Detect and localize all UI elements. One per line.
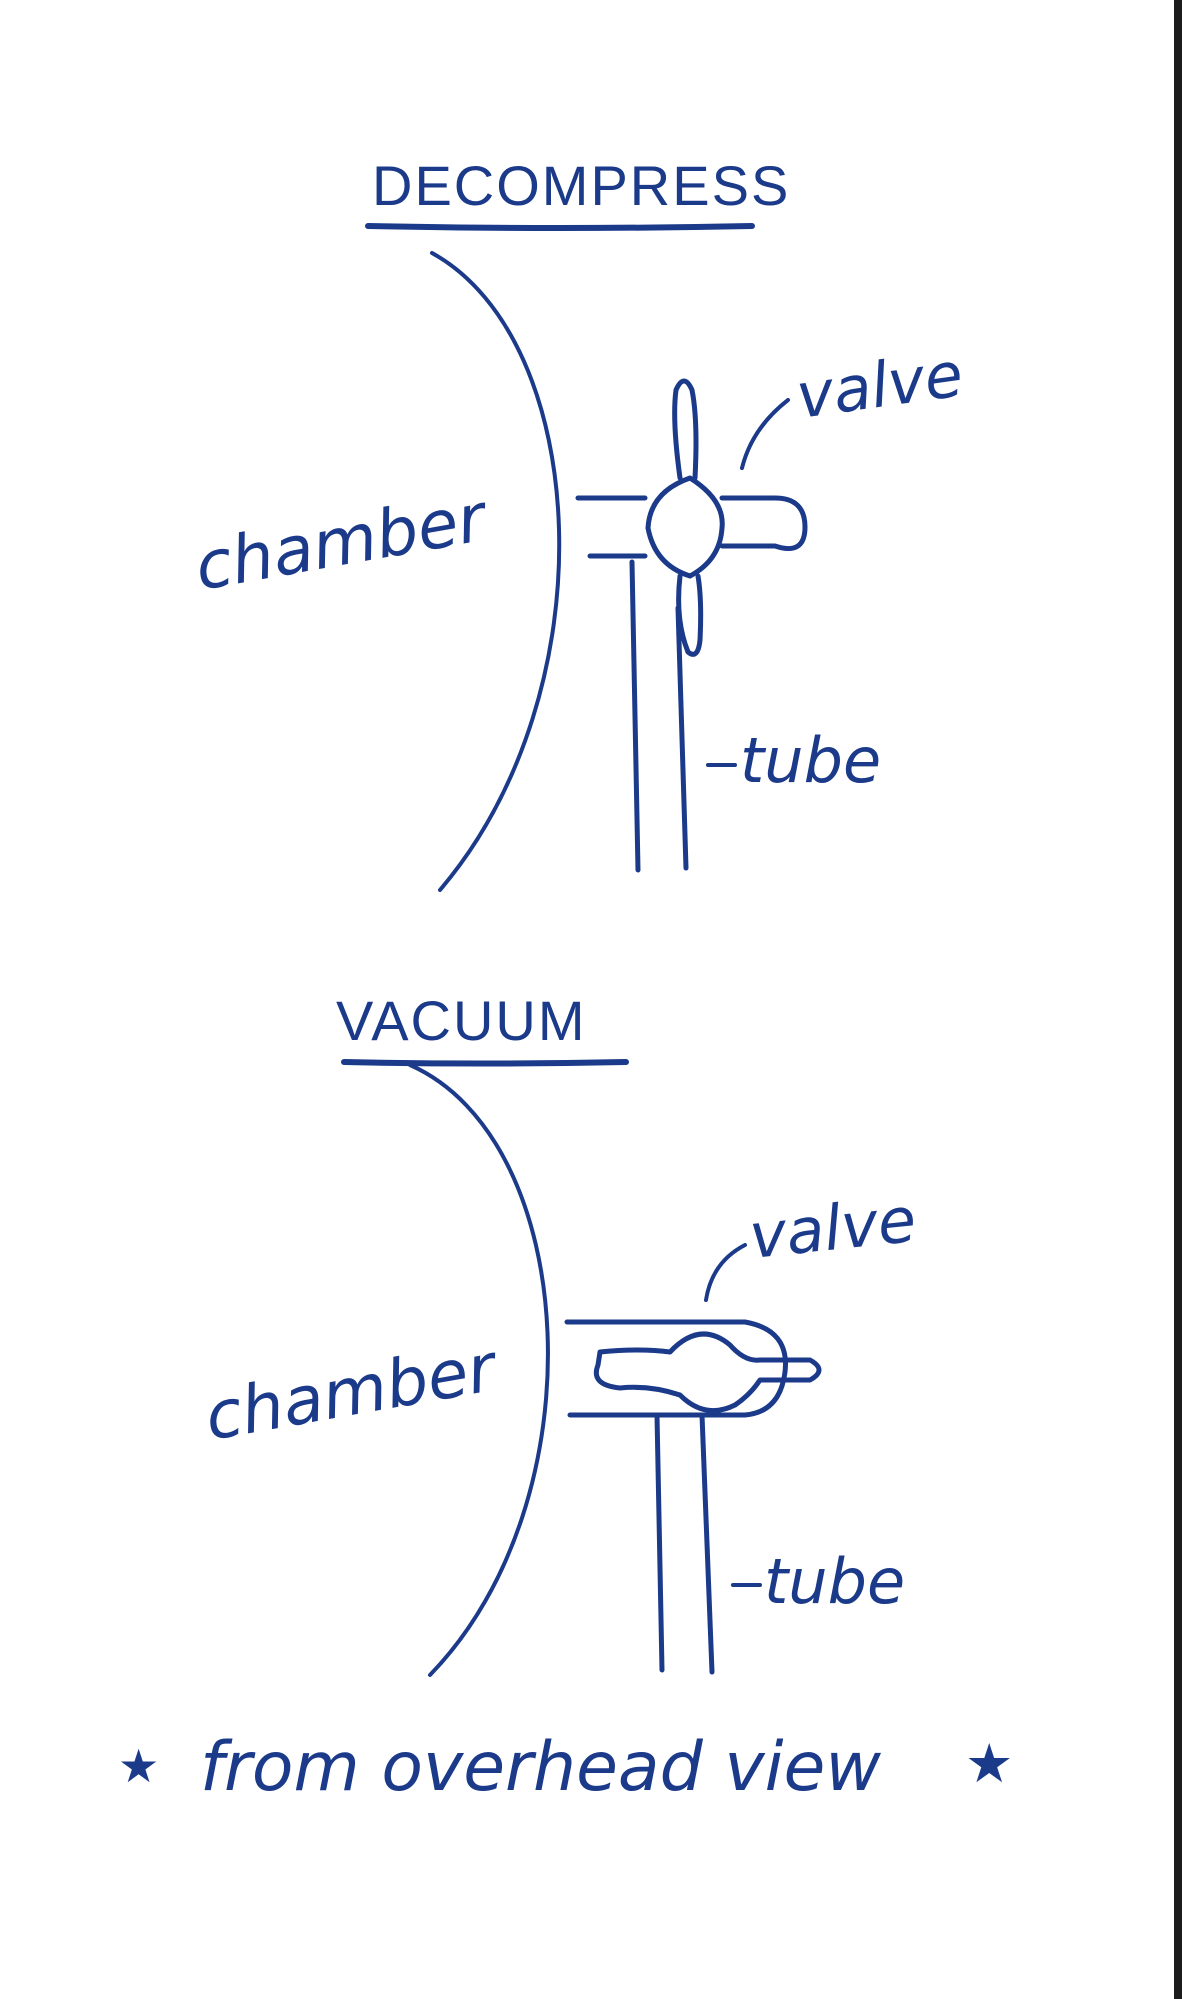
decompress-tube-right xyxy=(675,605,689,871)
vacuum-valve-leader xyxy=(704,1243,747,1302)
decompress-title: DECOMPRESS xyxy=(372,154,790,217)
decompress-valve xyxy=(645,378,725,657)
footnote: ★ from overhead view ★ xyxy=(118,1728,1013,1807)
vacuum-pipe-housing xyxy=(564,1319,788,1418)
vacuum-tube-right xyxy=(699,1412,715,1675)
vacuum-title: VACUUM xyxy=(336,989,587,1052)
scan-edge xyxy=(1174,0,1182,1999)
decompress-chamber-label: chamber xyxy=(189,478,494,605)
vacuum-title-underline xyxy=(341,1059,629,1067)
vacuum-tube-label: tube xyxy=(764,1545,905,1618)
decompress-tube-label: tube xyxy=(740,724,881,797)
decompress-diagram: DECOMPRESS chamber valve tube xyxy=(189,154,967,892)
decompress-pipe-end xyxy=(719,495,808,552)
decompress-title-underline xyxy=(365,223,755,231)
vacuum-valve xyxy=(593,1331,822,1414)
decompress-valve-label: valve xyxy=(792,337,967,432)
decompress-chamber-wall xyxy=(430,251,562,892)
vacuum-diagram: VACUUM chamber valve tube xyxy=(199,989,919,1677)
vacuum-valve-label: valve xyxy=(746,1183,919,1273)
footnote-star-left: ★ xyxy=(118,1739,159,1793)
vacuum-tube-left xyxy=(654,1412,665,1673)
vacuum-chamber-label: chamber xyxy=(199,1328,504,1455)
decompress-valve-leader xyxy=(740,398,790,470)
vacuum-chamber-wall xyxy=(408,1063,550,1677)
footnote-text: from overhead view xyxy=(200,1728,881,1807)
decompress-tube-left xyxy=(629,559,641,873)
footnote-star-right: ★ xyxy=(965,1732,1013,1795)
